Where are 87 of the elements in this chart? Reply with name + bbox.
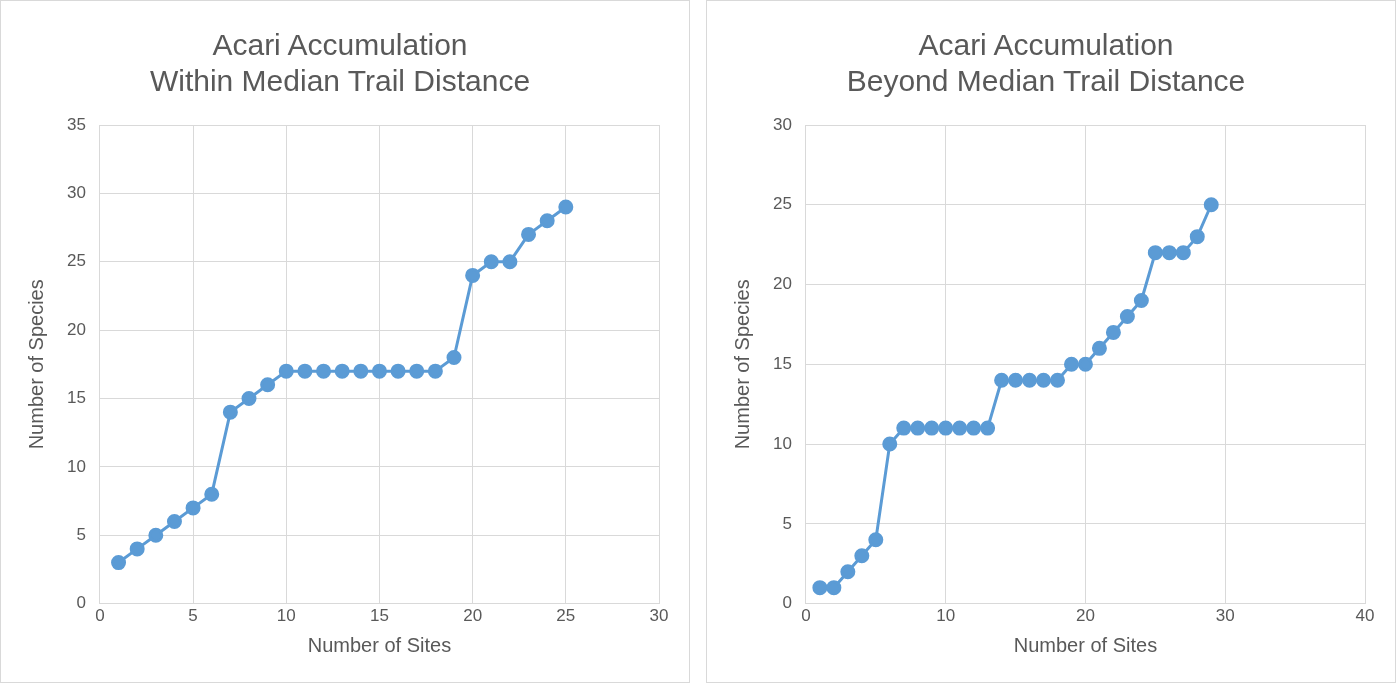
point: [896, 420, 912, 436]
point: [539, 213, 555, 229]
x-tick-label: 10: [936, 606, 956, 626]
point: [1175, 245, 1191, 261]
point: [483, 254, 499, 270]
point: [994, 372, 1010, 388]
x-tick-label: 10: [276, 606, 296, 626]
x-tick-label: 0: [95, 606, 105, 626]
point: [185, 500, 201, 516]
point: [166, 514, 182, 530]
point: [966, 420, 982, 436]
point: [938, 420, 954, 436]
x-tick-label: 15: [369, 606, 389, 626]
point: [148, 527, 164, 543]
point: [882, 436, 898, 452]
y-tick-label: 20: [66, 319, 86, 339]
y-tick-label: 15: [66, 388, 86, 408]
point: [558, 199, 574, 215]
point: [427, 363, 443, 379]
y-tick-label: 35: [66, 114, 86, 134]
y-axis-title: Number of Species: [24, 279, 47, 450]
point: [1105, 324, 1121, 340]
point: [1119, 308, 1135, 324]
point: [371, 363, 387, 379]
point: [1022, 372, 1038, 388]
point: [1008, 372, 1024, 388]
point: [868, 532, 884, 548]
chart-title: Acari Accumulation Within Median Trail Distance: [149, 28, 531, 98]
point: [1091, 340, 1107, 356]
point: [521, 226, 537, 242]
point: [980, 420, 996, 436]
point: [241, 390, 257, 406]
point: [826, 580, 842, 596]
point: [1203, 197, 1219, 213]
point: [353, 363, 369, 379]
point: [1133, 292, 1149, 308]
x-tick-label: 25: [556, 606, 576, 626]
y-tick-label: 0: [76, 593, 86, 613]
point: [1189, 229, 1205, 245]
y-tick-label: 20: [772, 274, 792, 294]
x-axis-title: Number of Sites: [1013, 633, 1158, 656]
point: [204, 486, 220, 502]
point: [840, 564, 856, 580]
y-tick-label: 10: [66, 456, 86, 476]
point: [502, 254, 518, 270]
point: [854, 548, 870, 564]
y-tick-label: 5: [76, 524, 86, 544]
point: [924, 420, 940, 436]
point: [222, 404, 238, 420]
point: [446, 349, 462, 365]
point: [1036, 372, 1052, 388]
y-tick-label: 30: [66, 183, 86, 203]
point: [910, 420, 926, 436]
point: [1161, 245, 1177, 261]
x-tick-label: 20: [1075, 606, 1095, 626]
point: [297, 363, 313, 379]
point: [390, 363, 406, 379]
x-tick-label: 30: [1215, 606, 1235, 626]
y-axis-title: Number of Species: [730, 279, 753, 450]
x-tick-label: 30: [649, 606, 669, 626]
point: [952, 420, 968, 436]
point: [129, 541, 145, 557]
x-tick-label: 20: [463, 606, 483, 626]
y-tick-label: 25: [772, 194, 792, 214]
point: [1050, 372, 1065, 388]
x-tick-label: 40: [1355, 606, 1375, 626]
y-tick-label: 30: [772, 114, 792, 134]
chart-title: Acari Accumulation Beyond Median Trail Distance: [846, 28, 1246, 98]
point: [316, 363, 332, 379]
y-tick-label: 5: [782, 513, 792, 533]
y-tick-label: 15: [772, 353, 792, 373]
x-tick-label: 5: [188, 606, 198, 626]
point: [278, 363, 294, 379]
y-tick-label: 25: [66, 251, 86, 271]
y-tick-label: 10: [772, 433, 792, 453]
x-axis-title: Number of Sites: [307, 633, 452, 656]
y-tick-label: 0: [782, 593, 792, 613]
point: [465, 267, 481, 283]
x-tick-label: 0: [801, 606, 811, 626]
point: [260, 377, 276, 393]
point: [1147, 245, 1163, 261]
point: [111, 555, 127, 571]
point: [409, 363, 425, 379]
point: [1063, 356, 1079, 372]
point: [812, 580, 828, 596]
point: [1077, 356, 1093, 372]
point: [334, 363, 350, 379]
